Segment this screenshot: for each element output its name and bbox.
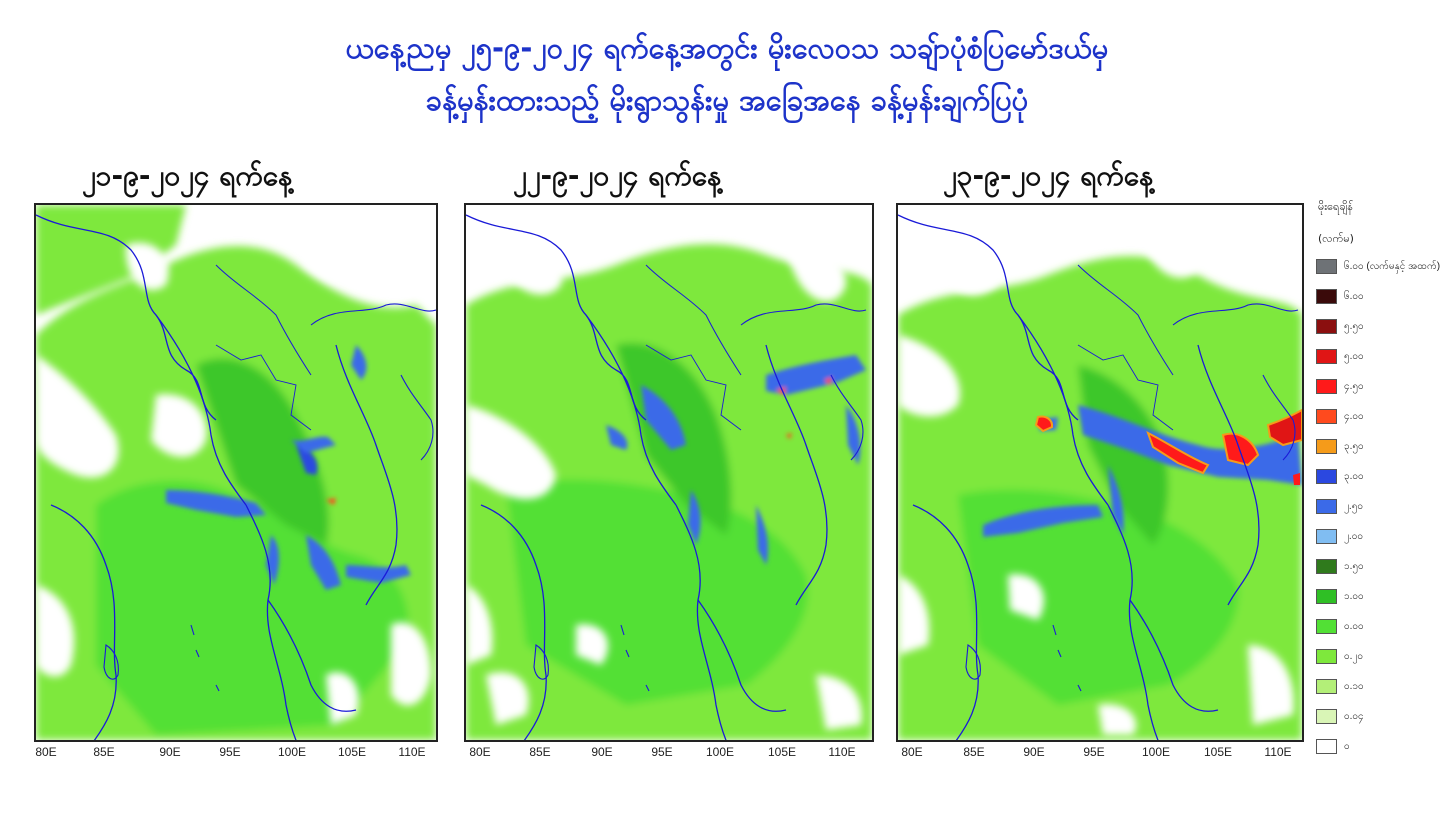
- legend-row: ၀.၁၀: [1316, 678, 1364, 694]
- x-tick: 110E: [398, 745, 426, 759]
- legend-swatch: [1316, 348, 1337, 364]
- panel-2-x-axis: 80E 85E 90E 95E 100E 105E 110E: [464, 745, 870, 765]
- legend-swatch: [1316, 648, 1337, 664]
- legend-label: ၀.၁၀: [1344, 680, 1364, 692]
- legend-swatch: [1316, 618, 1337, 634]
- x-tick: 100E: [277, 745, 307, 759]
- legend-label: ၃.၅၀: [1344, 440, 1364, 452]
- x-tick: 105E: [767, 745, 797, 759]
- legend-label: ၀: [1344, 740, 1350, 752]
- legend-label: ၀.၀၄: [1344, 710, 1364, 722]
- legend-row: ၁.၀၀: [1316, 588, 1364, 604]
- legend-row: ၀: [1316, 738, 1350, 754]
- legend-swatch: [1316, 498, 1337, 514]
- legend-label: ၁.၀၀: [1344, 590, 1364, 602]
- rainfall-map-2: [466, 205, 872, 740]
- legend-row: ၄.၅၀: [1316, 378, 1364, 394]
- x-tick: 110E: [1264, 745, 1292, 759]
- legend-row: ၁.၅၀: [1316, 558, 1364, 574]
- x-tick: 85E: [93, 745, 115, 759]
- legend-swatch: [1316, 318, 1337, 334]
- forecast-map-panel-3: [896, 203, 1304, 742]
- panel-2-date-label: ၂၂-၉-၂၀၂၄ ရက်နေ့: [513, 159, 722, 192]
- x-tick: 105E: [337, 745, 367, 759]
- legend-label: ၅.၅၀: [1344, 320, 1364, 332]
- x-tick: 100E: [1141, 745, 1171, 759]
- legend-swatch: [1316, 378, 1337, 394]
- legend-swatch: [1316, 258, 1337, 274]
- map-title-line2: ခန့်မှန်းထားသည့် မိုးရွာသွန်းမှု အခြေအနေ…: [425, 83, 1029, 117]
- x-tick: 80E: [35, 745, 57, 759]
- legend-swatch: [1316, 738, 1337, 754]
- x-tick: 80E: [901, 745, 923, 759]
- legend-row: ၅.၅၀: [1316, 318, 1364, 334]
- legend-title: မိုးရေချိန်: [1318, 200, 1353, 213]
- legend-label: ၀.၀၀: [1344, 620, 1364, 632]
- rainfall-map-1: [36, 205, 436, 740]
- legend-label: ၃.၀၀: [1344, 470, 1364, 482]
- x-tick: 90E: [159, 745, 181, 759]
- legend-swatch: [1316, 288, 1337, 304]
- forecast-map-panel-2: [464, 203, 874, 742]
- panel-3-x-axis: 80E 85E 90E 95E 100E 105E 110E: [896, 745, 1300, 765]
- panel-1-date-label: ၂၁-၉-၂၀၂၄ ရက်နေ့: [82, 159, 293, 192]
- legend-row: ၄.၀၀: [1316, 408, 1364, 424]
- panel-3-date-label: ၂၃-၉-၂၀၂၄ ရက်နေ့: [943, 159, 1154, 192]
- legend-row: ၅.၀၀: [1316, 348, 1364, 364]
- legend-label: ၂.၀၀: [1344, 530, 1363, 542]
- x-tick: 80E: [469, 745, 491, 759]
- legend-swatch: [1316, 528, 1337, 544]
- legend-unit: (လက်မ): [1318, 232, 1354, 245]
- x-tick: 85E: [529, 745, 551, 759]
- legend-label: ၆.၀၀: [1344, 290, 1364, 302]
- legend-row: ၃.၅၀: [1316, 438, 1364, 454]
- legend-label: ၀.၂၀: [1344, 650, 1363, 662]
- legend-label: ၆.၀၀ (လက်မနှင့် အထက်): [1344, 260, 1441, 272]
- legend-swatch: [1316, 588, 1337, 604]
- legend-swatch: [1316, 438, 1337, 454]
- legend-swatch: [1316, 558, 1337, 574]
- legend-label: ၁.၅၀: [1344, 560, 1364, 572]
- legend-swatch: [1316, 468, 1337, 484]
- legend-row: ၃.၀၀: [1316, 468, 1364, 484]
- rainfall-map-3: [898, 205, 1302, 740]
- legend-swatch: [1316, 408, 1337, 424]
- x-tick: 110E: [828, 745, 856, 759]
- legend-row: ၀.၂၀: [1316, 648, 1363, 664]
- x-tick: 100E: [705, 745, 735, 759]
- legend-row: ၀.၀၀: [1316, 618, 1364, 634]
- legend-row: ၂.၅၀: [1316, 498, 1363, 514]
- legend-row: ၂.၀၀: [1316, 528, 1363, 544]
- legend-label: ၄.၀၀: [1344, 410, 1364, 422]
- legend-label: ၄.၅၀: [1344, 380, 1364, 392]
- x-tick: 85E: [963, 745, 985, 759]
- legend-row: ၆.၀၀ (လက်မနှင့် အထက်): [1316, 258, 1440, 274]
- x-tick: 90E: [1023, 745, 1045, 759]
- legend-swatch: [1316, 678, 1337, 694]
- legend-row: ၀.၀၄: [1316, 708, 1364, 724]
- legend-label: ၂.၅၀: [1344, 500, 1363, 512]
- panel-1-x-axis: 80E 85E 90E 95E 100E 105E 110E: [34, 745, 434, 765]
- x-tick: 95E: [651, 745, 673, 759]
- x-tick: 95E: [1083, 745, 1105, 759]
- legend-row: ၆.၀၀: [1316, 288, 1364, 304]
- map-title-line1: ယနေ့ညမှ ၂၅-၉-၂၀၂၄ ရက်နေ့အတွင်း မိုးလေဝသ …: [345, 31, 1109, 65]
- x-tick: 105E: [1203, 745, 1233, 759]
- x-tick: 90E: [591, 745, 613, 759]
- legend-swatch: [1316, 708, 1337, 724]
- legend-label: ၅.၀၀: [1344, 350, 1364, 362]
- x-tick: 95E: [219, 745, 241, 759]
- forecast-map-panel-1: [34, 203, 438, 742]
